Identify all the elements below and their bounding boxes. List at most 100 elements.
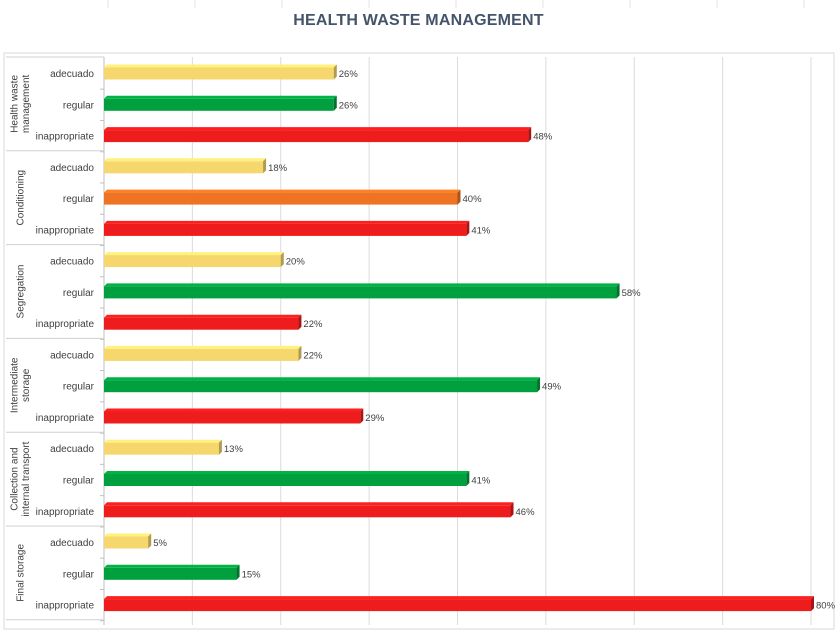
bar-front-face — [104, 161, 264, 174]
category-label: inappropriate — [36, 413, 95, 424]
category-label: adecuado — [50, 257, 94, 268]
bar-front-face — [104, 317, 299, 330]
bar — [104, 127, 532, 143]
bar-end-face — [360, 408, 364, 424]
data-label: 18% — [268, 163, 288, 174]
bar-front-face — [104, 599, 811, 612]
category-label: adecuado — [50, 350, 94, 361]
category-label: inappropriate — [36, 507, 95, 518]
category-label: regular — [63, 382, 95, 393]
bar-end-face — [510, 502, 514, 518]
bar-end-face — [466, 220, 470, 236]
bar-top-face — [104, 533, 152, 537]
bar-top-face — [104, 220, 470, 224]
bar-front-face — [104, 67, 334, 80]
bar-top-face — [104, 345, 302, 349]
category-label: regular — [63, 476, 95, 487]
bar-end-face — [457, 189, 461, 205]
bar-top-face — [104, 596, 814, 600]
bar-front-face — [104, 223, 467, 236]
category-label: adecuado — [50, 163, 94, 174]
category-label: inappropriate — [36, 132, 95, 143]
bar-top-face — [104, 439, 222, 443]
bar-front-face — [104, 505, 511, 518]
bar-top-face — [104, 158, 267, 162]
data-label: 46% — [516, 507, 536, 518]
data-label: 20% — [286, 257, 306, 268]
category-label: adecuado — [50, 538, 94, 549]
bar — [104, 533, 152, 549]
data-label: 13% — [224, 444, 244, 455]
bar-top-face — [104, 64, 337, 68]
bar-front-face — [104, 567, 237, 580]
bar-end-face — [298, 314, 302, 330]
bar-end-face — [218, 439, 222, 455]
bar-top-face — [104, 252, 284, 256]
category-label: inappropriate — [36, 319, 95, 330]
bar — [104, 189, 461, 205]
bar-front-face — [104, 536, 149, 549]
category-label: regular — [63, 288, 95, 299]
bar-front-face — [104, 192, 458, 205]
bar-top-face — [104, 564, 240, 568]
bar-front-face — [104, 442, 219, 455]
bar-front-face — [104, 98, 334, 111]
bar — [104, 64, 337, 80]
category-label: adecuado — [50, 69, 94, 80]
category-label: inappropriate — [36, 601, 95, 612]
bar-front-face — [104, 286, 617, 299]
group-label: Collection andinternal transport — [10, 441, 33, 516]
bar — [104, 252, 284, 268]
bar-top-face — [104, 314, 302, 318]
bar-top-face — [104, 189, 461, 193]
bar-top-face — [104, 377, 541, 381]
data-label: 5% — [153, 538, 167, 549]
bar — [104, 377, 541, 393]
bar-end-face — [537, 377, 541, 393]
data-label: 80% — [816, 601, 836, 612]
group-label: Intermediatestorage — [10, 357, 33, 413]
bar — [104, 314, 302, 330]
bar-end-face — [811, 596, 814, 612]
bar-end-face — [280, 252, 284, 268]
bar-top-face — [104, 127, 532, 131]
bar — [104, 158, 267, 174]
data-label: 41% — [471, 225, 491, 236]
group-label: Segregation — [16, 265, 27, 319]
bar-front-face — [104, 380, 538, 393]
data-label: 22% — [303, 319, 323, 330]
bar-end-face — [236, 564, 240, 580]
data-label: 48% — [533, 132, 553, 143]
bar-end-face — [466, 471, 470, 486]
chart-frame — [3, 52, 835, 630]
chart-title: HEALTH WASTE MANAGEMENT — [293, 12, 544, 29]
bar-end-face — [298, 345, 302, 361]
category-label: regular — [63, 100, 95, 111]
bar-end-face — [616, 283, 620, 299]
group-label: Final storage — [16, 544, 27, 602]
bar-end-face — [528, 127, 532, 143]
bar — [104, 408, 364, 424]
data-label: 26% — [339, 69, 359, 80]
bar — [104, 439, 222, 455]
bar-front-face — [104, 255, 281, 268]
data-label: 29% — [365, 413, 385, 424]
group-label: Conditioning — [16, 170, 27, 226]
category-label: adecuado — [50, 444, 94, 455]
data-label: 49% — [542, 382, 562, 393]
bar — [104, 220, 470, 236]
data-label: 41% — [471, 476, 491, 487]
category-label: regular — [63, 194, 95, 205]
bar-top-face — [104, 95, 337, 99]
bar-end-face — [263, 158, 267, 174]
data-label: 26% — [339, 100, 359, 111]
data-label: 15% — [242, 569, 262, 580]
category-label: regular — [63, 569, 95, 580]
bar-top-face — [104, 408, 364, 412]
bar-top-face — [104, 283, 620, 287]
bar — [104, 502, 514, 518]
group-label: Health wastemanagement — [10, 74, 33, 133]
bar-front-face — [104, 348, 299, 361]
